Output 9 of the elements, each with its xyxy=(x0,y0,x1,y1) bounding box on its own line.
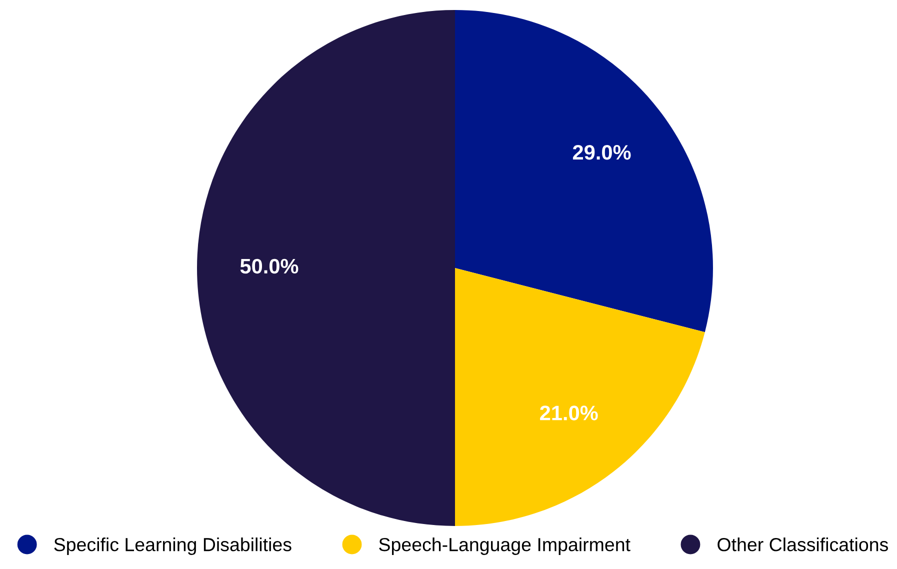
data-label: 50.0% xyxy=(240,258,298,274)
legend-label: Other Classifications xyxy=(718,537,888,552)
legend-label: Speech-Language Impairment xyxy=(379,537,630,555)
legend-label: Specific Learning Disabilities xyxy=(54,537,292,555)
data-label: 29.0% xyxy=(572,144,631,160)
pie-slice xyxy=(455,10,713,332)
pie-slice xyxy=(455,268,705,526)
data-label: 21.0% xyxy=(540,406,598,420)
pie-slice xyxy=(197,10,455,526)
